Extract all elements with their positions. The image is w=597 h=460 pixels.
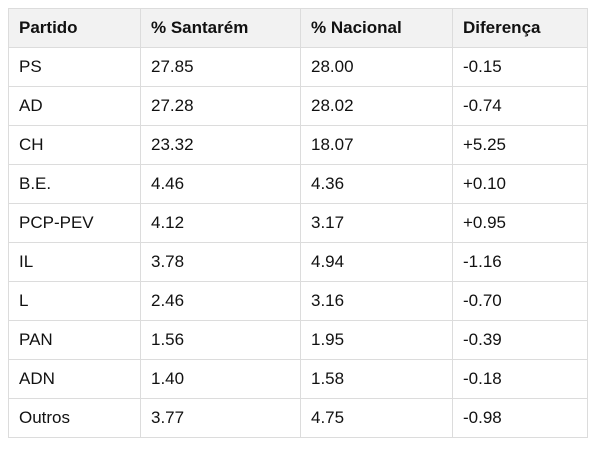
table-row: PCP-PEV 4.12 3.17 +0.95	[8, 203, 588, 243]
table-cell: 3.16	[300, 281, 453, 321]
table-cell: +5.25	[452, 125, 588, 165]
table-body: PS 27.85 28.00 -0.15 AD 27.28 28.02 -0.74 CH 23.3…	[8, 47, 588, 438]
table-cell: -1.16	[452, 242, 588, 282]
table-cell: PCP-PEV	[8, 203, 141, 243]
table-cell: -0.98	[452, 398, 588, 438]
table-cell: +0.10	[452, 164, 588, 204]
table-cell: -0.74	[452, 86, 588, 126]
table-cell: IL	[8, 242, 141, 282]
table-row: PS 27.85 28.00 -0.15	[8, 47, 588, 87]
table-cell: AD	[8, 86, 141, 126]
table-container: Partido% Santarém% Nacional Diferença PS 2…	[8, 8, 588, 438]
table-cell: 1.58	[300, 359, 453, 399]
table-cell: Outros	[8, 398, 141, 438]
table-row: B.E. 4.46 4.36 +0.10	[8, 164, 588, 204]
table-cell: 23.32	[140, 125, 301, 165]
table-header: Partido% Santarém% Nacional Diferença	[8, 8, 588, 48]
table-cell: 3.77	[140, 398, 301, 438]
table-cell: -0.70	[452, 281, 588, 321]
header-cell: % Nacional	[300, 8, 453, 48]
table-cell: L	[8, 281, 141, 321]
table-cell: 3.17	[300, 203, 453, 243]
table-row: IL 3.78 4.94 -1.16	[8, 242, 588, 282]
table-cell: 28.00	[300, 47, 453, 87]
table-row: Outros 3.77 4.75 -0.98	[8, 398, 588, 438]
table-cell: +0.95	[452, 203, 588, 243]
table-cell: PS	[8, 47, 141, 87]
table-cell: 27.85	[140, 47, 301, 87]
table-row: L 2.46 3.16 -0.70	[8, 281, 588, 321]
table-cell: 4.75	[300, 398, 453, 438]
table-row: PAN 1.56 1.95 -0.39	[8, 320, 588, 360]
table-cell: ADN	[8, 359, 141, 399]
table-cell: 1.95	[300, 320, 453, 360]
table-row: CH 23.32 18.07 +5.25	[8, 125, 588, 165]
table-cell: 3.78	[140, 242, 301, 282]
table-cell: CH	[8, 125, 141, 165]
table-cell: 4.94	[300, 242, 453, 282]
table-cell: 4.36	[300, 164, 453, 204]
table-cell: 2.46	[140, 281, 301, 321]
table-row: ADN 1.40 1.58 -0.18	[8, 359, 588, 399]
table-cell: -0.18	[452, 359, 588, 399]
table-cell: 28.02	[300, 86, 453, 126]
header-cell: % Santarém	[140, 8, 301, 48]
table-cell: -0.39	[452, 320, 588, 360]
table-cell: 27.28	[140, 86, 301, 126]
table-row: AD 27.28 28.02 -0.74	[8, 86, 588, 126]
table-cell: 4.46	[140, 164, 301, 204]
header-row: Partido% Santarém% Nacional Diferença	[8, 8, 588, 48]
table-cell: 1.40	[140, 359, 301, 399]
table-cell: PAN	[8, 320, 141, 360]
header-cell: Diferença	[452, 8, 588, 48]
table-cell: 18.07	[300, 125, 453, 165]
header-cell: Partido	[8, 8, 141, 48]
results-table: Partido% Santarém% Nacional Diferença PS 2…	[8, 8, 588, 438]
table-cell: 4.12	[140, 203, 301, 243]
table-cell: B.E.	[8, 164, 141, 204]
table-cell: 1.56	[140, 320, 301, 360]
table-cell: -0.15	[452, 47, 588, 87]
